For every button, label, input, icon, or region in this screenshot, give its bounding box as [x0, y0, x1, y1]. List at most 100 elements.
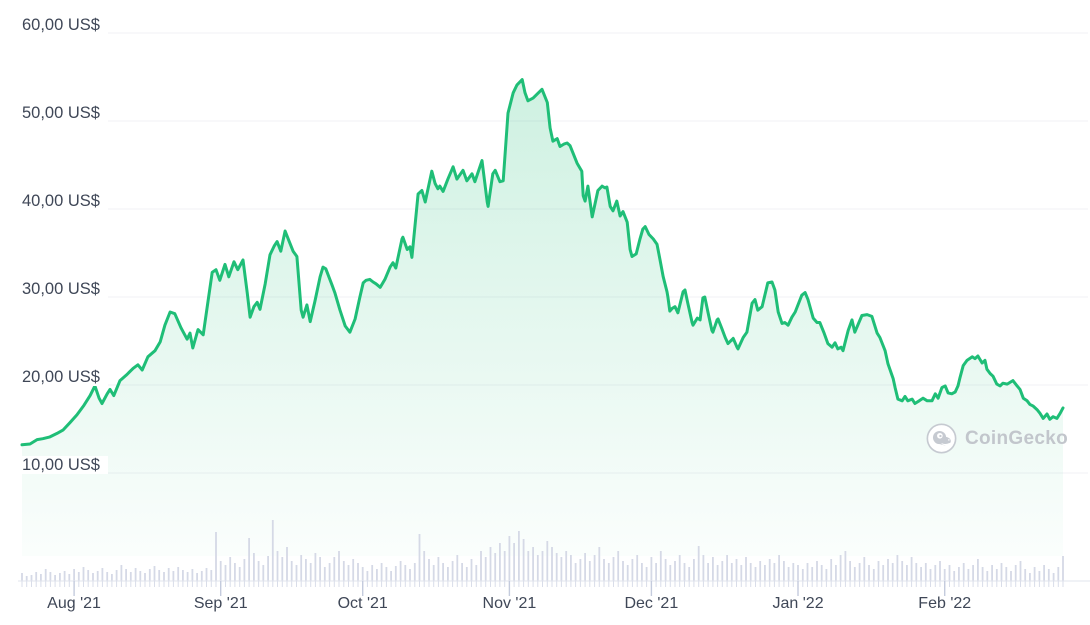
volume-bar — [986, 571, 989, 581]
volume-bar — [830, 559, 833, 581]
volume-bar — [1014, 565, 1017, 581]
volume-bar — [309, 563, 312, 581]
volume-bar — [40, 574, 42, 581]
volume-bar — [816, 561, 818, 581]
volume-bar — [929, 569, 932, 581]
volume-bar — [887, 559, 889, 581]
volume-bar — [603, 559, 605, 581]
volume-bar — [248, 538, 250, 581]
volume-bar — [943, 569, 946, 581]
volume-bar — [641, 563, 643, 581]
volume-bar — [754, 567, 757, 581]
volume-bar — [44, 569, 47, 581]
volume-bar — [650, 557, 653, 581]
volume-bar — [872, 569, 875, 581]
volume-bar — [120, 565, 123, 581]
volume-bar — [626, 565, 629, 581]
volume-bar — [484, 557, 487, 581]
volume-bar — [290, 561, 293, 581]
volume-bar — [702, 555, 705, 581]
volume-bar — [1047, 569, 1050, 581]
volume-bar — [664, 559, 667, 581]
volume-bar — [858, 563, 861, 581]
volume-bar — [30, 575, 33, 581]
volume-bar — [144, 573, 146, 581]
volume-bar — [68, 574, 71, 581]
volume-bar — [73, 569, 75, 581]
volume-bar — [96, 571, 99, 581]
x-axis-label: Sep '21 — [193, 595, 248, 612]
volume-bar — [257, 561, 260, 581]
x-axis-label: Nov '21 — [482, 595, 537, 612]
volume-bar — [981, 567, 984, 581]
volume-bar — [447, 567, 449, 581]
volume-bar — [295, 565, 298, 581]
volume-bar — [286, 547, 288, 581]
volume-bar — [1000, 563, 1003, 581]
volume-bar — [111, 574, 113, 581]
volume-bar — [87, 570, 90, 581]
volume-bar — [584, 553, 586, 581]
volume-bar — [361, 567, 364, 581]
volume-bar — [1029, 573, 1031, 581]
x-axis-label: Aug '21 — [47, 595, 101, 612]
plot-hover-area[interactable] — [0, 0, 1090, 581]
volume-bar — [806, 563, 809, 581]
volume-bar — [882, 565, 885, 581]
volume-bar — [21, 573, 23, 581]
volume-bar — [186, 572, 189, 581]
volume-bar — [106, 572, 109, 581]
volume-bar — [588, 561, 591, 581]
volume-bar — [489, 547, 492, 581]
volume-bar — [456, 555, 459, 581]
volume-bar — [579, 559, 582, 581]
volume-bar — [82, 567, 85, 581]
volume-bar — [224, 565, 227, 581]
volume-bar — [522, 539, 525, 581]
volume-bar — [475, 565, 478, 581]
volume-bar — [271, 520, 274, 581]
x-axis-label: Oct '21 — [337, 595, 388, 612]
volume-bar — [536, 555, 539, 581]
volume-bar — [707, 563, 709, 581]
volume-bar — [409, 569, 411, 581]
volume-bar — [442, 563, 444, 581]
volume-bar — [1052, 573, 1055, 581]
volume-bar — [797, 565, 799, 581]
volume-bar — [366, 571, 369, 581]
volume-bar — [972, 565, 974, 581]
volume-bar — [934, 565, 937, 581]
volume-bar — [134, 568, 137, 581]
volume-bar — [669, 565, 672, 581]
watermark-text: CoinGecko — [965, 427, 1068, 449]
volume-bar — [77, 572, 80, 581]
volume-bar — [967, 569, 970, 581]
volume-bar — [172, 571, 175, 581]
volume-bar — [678, 555, 681, 581]
volume-bar — [617, 551, 620, 581]
volume-bar — [63, 571, 66, 581]
volume-bar — [153, 566, 156, 581]
volume-bar — [787, 567, 790, 581]
volume-bar — [305, 559, 307, 581]
volume-bar — [863, 557, 866, 581]
volume-bar — [451, 561, 454, 581]
volume-bar — [910, 557, 913, 581]
volume-bar — [518, 531, 520, 581]
volume-bar — [1062, 556, 1064, 581]
volume-bar — [49, 572, 52, 581]
x-axis-label: Jan '22 — [772, 595, 824, 612]
volume-bar — [853, 567, 856, 581]
price-area-fill — [22, 79, 1063, 556]
volume-bar — [768, 559, 771, 581]
y-axis-label: 40,00 US$ — [20, 192, 108, 210]
volume-bar — [503, 551, 506, 581]
volume-bar — [357, 563, 359, 581]
volume-bar — [953, 571, 956, 581]
volume-bar — [352, 559, 355, 581]
volume-bar — [622, 561, 624, 581]
volume-bar — [716, 565, 719, 581]
volume-bar — [801, 569, 804, 581]
